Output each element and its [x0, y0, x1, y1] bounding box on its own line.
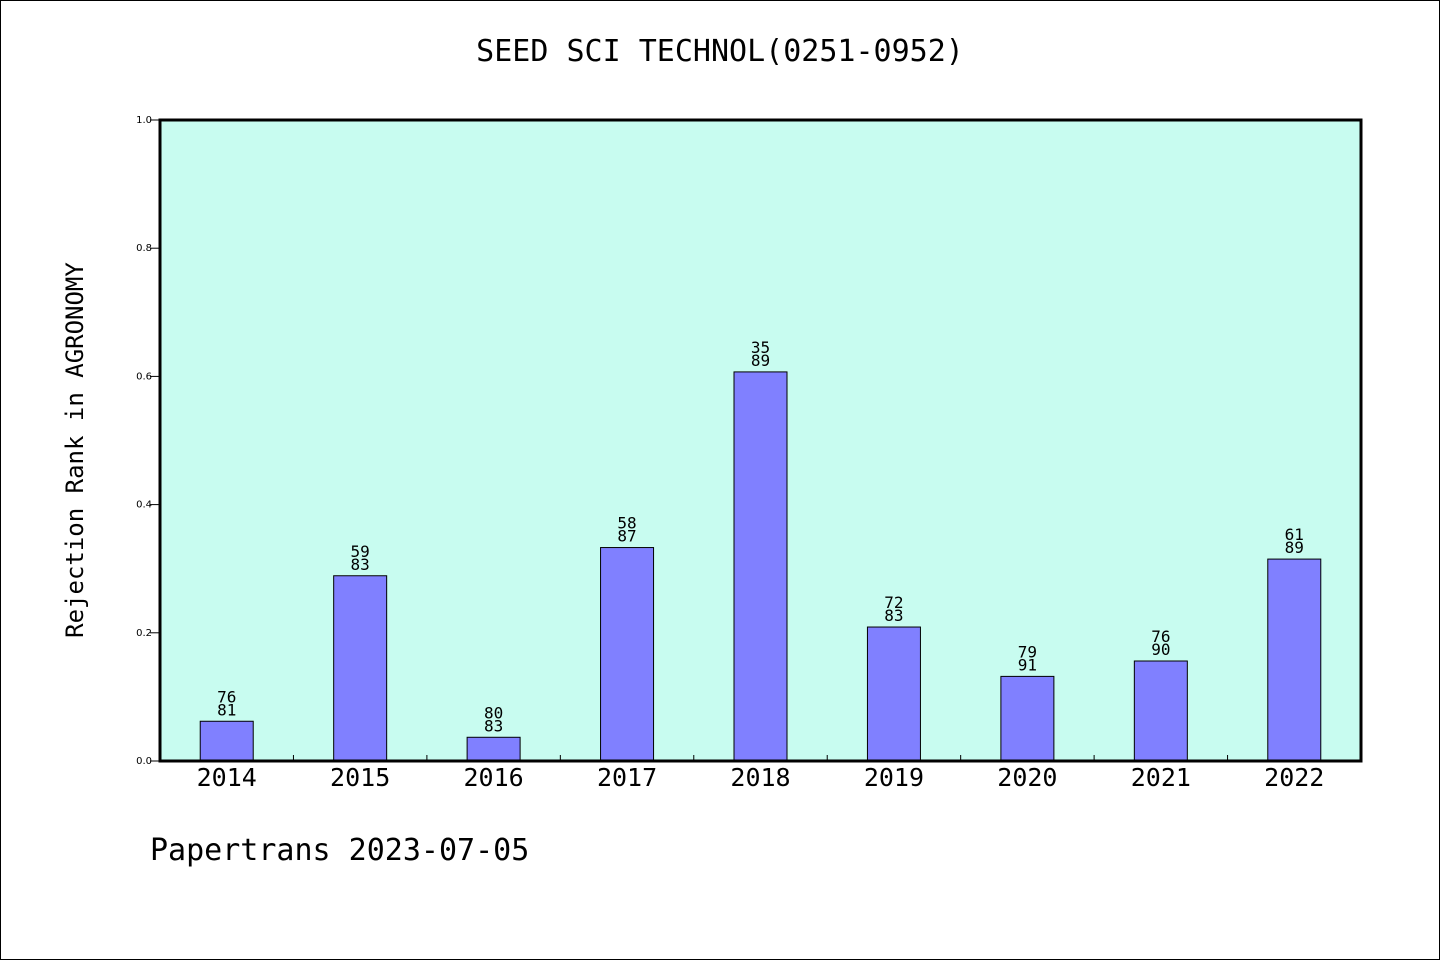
data-label-bottom: 90 — [1151, 640, 1170, 659]
bar-2016 — [466, 736, 521, 762]
x-tick-label: 2016 — [464, 763, 524, 792]
x-tick-label: 2021 — [1131, 763, 1191, 792]
data-label-top: 72 — [884, 593, 903, 612]
data-label-top: 79 — [1018, 642, 1037, 661]
y-tick-label: 0.6 — [136, 371, 152, 382]
bar-2019 — [866, 626, 921, 762]
data-label-top: 58 — [617, 514, 636, 533]
x-tick-label: 2014 — [197, 763, 257, 792]
x-tick-label: 2020 — [997, 763, 1057, 792]
plot-border — [158, 118, 1363, 763]
data-label-bottom: 83 — [484, 716, 503, 735]
x-tick-label: 2019 — [864, 763, 924, 792]
x-tick-label: 2017 — [597, 763, 657, 792]
data-label-bottom: 89 — [1285, 538, 1304, 557]
data-label-top: 61 — [1285, 525, 1304, 544]
data-label-bottom: 83 — [351, 555, 370, 574]
data-label-top: 59 — [351, 542, 370, 561]
data-label-top: 76 — [1151, 627, 1170, 646]
data-label-top: 80 — [484, 703, 503, 722]
y-tick-label: 1.0 — [136, 115, 152, 126]
y-tick-label: 0.0 — [136, 756, 152, 767]
data-label-bottom: 87 — [617, 527, 636, 546]
y-tick-label: 0.8 — [136, 243, 152, 254]
x-tick-label: 2022 — [1264, 763, 1324, 792]
x-tick-label: 2018 — [730, 763, 790, 792]
bar-2020 — [1000, 675, 1055, 762]
bar-2021 — [1133, 660, 1188, 762]
bar-2015 — [333, 575, 388, 762]
bar-2022 — [1267, 558, 1322, 762]
y-tick-label: 0.2 — [136, 628, 152, 639]
data-label-bottom: 89 — [751, 351, 770, 370]
bar-2018 — [733, 371, 788, 762]
y-tick-label: 0.4 — [136, 500, 152, 511]
data-label-bottom: 83 — [884, 606, 903, 625]
bar-2014 — [199, 720, 254, 762]
data-label-bottom: 91 — [1018, 655, 1037, 674]
bar-2017 — [600, 547, 655, 762]
footer-source-date: Papertrans 2023-07-05 — [150, 833, 530, 868]
chart-title: SEED SCI TECHNOL(0251-0952) — [476, 34, 964, 69]
data-label-top: 35 — [751, 338, 770, 357]
data-label-top: 76 — [217, 687, 236, 706]
data-label-bottom: 81 — [217, 700, 236, 719]
x-tick-label: 2015 — [330, 763, 390, 792]
